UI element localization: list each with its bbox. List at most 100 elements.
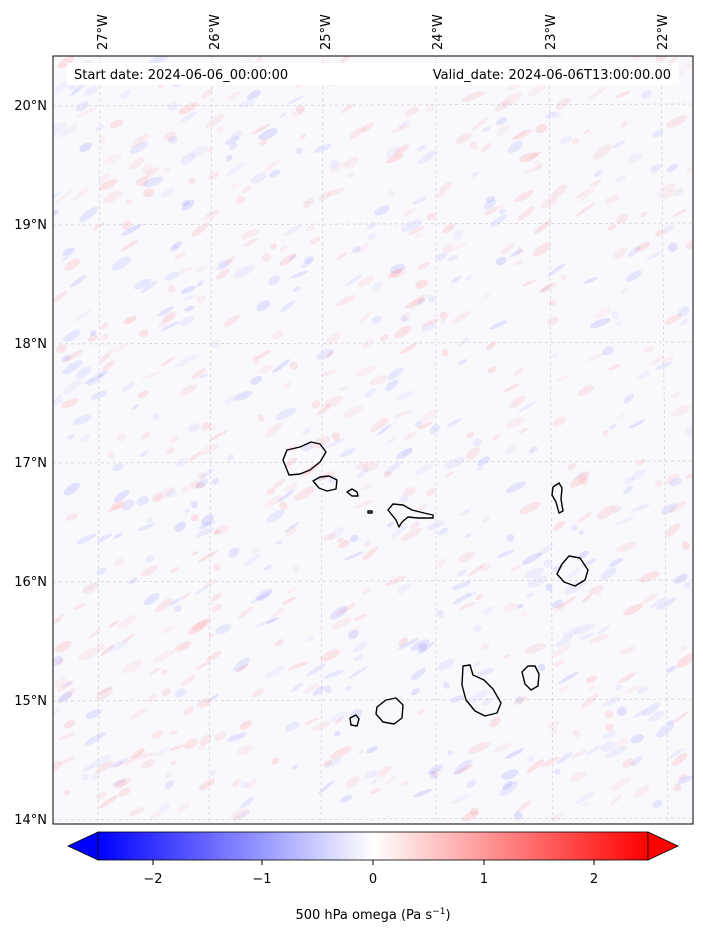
omega-blob (632, 56, 641, 61)
omega-blob (261, 253, 272, 262)
omega-blob (579, 476, 589, 486)
omega-blob (96, 791, 107, 800)
omega-blob (510, 248, 523, 258)
omega-blob (679, 318, 689, 326)
omega-blob (320, 369, 337, 378)
omega-blob (81, 579, 101, 594)
omega-blob (121, 220, 132, 230)
omega-blob (198, 520, 216, 529)
omega-blob (556, 633, 573, 648)
omega-blob (169, 597, 182, 606)
omega-blob (123, 316, 137, 325)
omega-blob (226, 91, 241, 101)
omega-blob (198, 743, 206, 750)
omega-blob (164, 772, 172, 779)
omega-blob (487, 366, 498, 374)
omega-blob (551, 112, 563, 119)
omega-blob (139, 450, 149, 458)
omega-blob (523, 165, 544, 174)
omega-blob (435, 558, 447, 568)
omega-blob (362, 547, 378, 561)
omega-blob (227, 732, 247, 742)
omega-blob (134, 278, 152, 290)
omega-blob (140, 371, 161, 380)
lon-label: 23°W (544, 14, 559, 50)
omega-blob (64, 258, 81, 271)
omega-blob (358, 749, 364, 754)
lon-label: 27°W (96, 14, 111, 50)
omega-blob (153, 650, 175, 663)
omega-blob (345, 685, 352, 692)
omega-blob (151, 730, 164, 739)
omega-blob (410, 639, 430, 651)
omega-blob (356, 467, 370, 479)
omega-blob (116, 433, 127, 442)
omega-blob (656, 722, 675, 738)
map-panel: Start date: 2024-06-06_00:00:00 Valid_da… (52, 55, 694, 825)
omega-blob (140, 280, 157, 294)
omega-blob (130, 747, 145, 760)
omega-blob (327, 187, 345, 196)
omega-blob (443, 457, 465, 470)
omega-blob (382, 461, 403, 476)
omega-blob (244, 778, 258, 789)
omega-blob (409, 293, 428, 310)
omega-blob (330, 746, 352, 759)
omega-blob (427, 294, 436, 303)
omega-blob (410, 667, 427, 681)
omega-blob (138, 750, 147, 757)
omega-blob (108, 620, 120, 628)
colorbar-tick: −1 (252, 872, 271, 887)
omega-blob (208, 430, 228, 442)
omega-blob (238, 606, 254, 619)
omega-blob (506, 416, 525, 429)
omega-blob (295, 147, 303, 155)
omega-blob (398, 120, 410, 129)
omega-blob (556, 752, 573, 765)
omega-blob (550, 184, 568, 199)
lat-labels: 20°N 19°N 18°N 17°N 16°N 15°N 14°N (14, 99, 47, 828)
omega-blob (553, 660, 564, 667)
omega-blob (417, 709, 425, 715)
omega-blob (192, 617, 212, 631)
omega-blob (54, 676, 67, 688)
omega-blob (98, 795, 118, 809)
omega-blob (324, 438, 346, 449)
omega-blob (329, 161, 349, 173)
island-sao-vicente (312, 475, 338, 492)
omega-blob (573, 623, 595, 635)
omega-blob (56, 344, 67, 353)
omega-blob (170, 244, 179, 252)
omega-blob (85, 709, 102, 719)
omega-blob (260, 139, 268, 146)
omega-blob (318, 780, 335, 794)
omega-blob (571, 524, 578, 531)
omega-blob (176, 266, 193, 275)
omega-blob (672, 710, 690, 724)
omega-blob (465, 446, 481, 460)
omega-blob (492, 434, 501, 441)
omega-blob (656, 597, 677, 610)
omega-blob (459, 508, 471, 517)
omega-blob (482, 697, 492, 706)
omega-blob (241, 185, 251, 194)
omega-blob (393, 325, 412, 339)
omega-blob (178, 640, 191, 651)
omega-blob (574, 791, 595, 805)
omega-blob (339, 448, 356, 458)
omega-blob (168, 744, 185, 751)
omega-blob (579, 633, 594, 640)
omega-blob (237, 744, 253, 755)
omega-blob (55, 613, 65, 622)
omega-blob (439, 181, 452, 193)
colorbar-label: 500 hPa omega (Pa s−1) (295, 907, 450, 923)
omega-blob (635, 241, 651, 252)
omega-blob (283, 223, 304, 237)
omega-blob (180, 152, 196, 165)
island-boa-vista (556, 555, 589, 587)
omega-blob (364, 388, 377, 398)
omega-blob (191, 222, 210, 237)
omega-blob (111, 500, 125, 511)
omega-blob (164, 271, 180, 281)
omega-blob (154, 746, 170, 757)
